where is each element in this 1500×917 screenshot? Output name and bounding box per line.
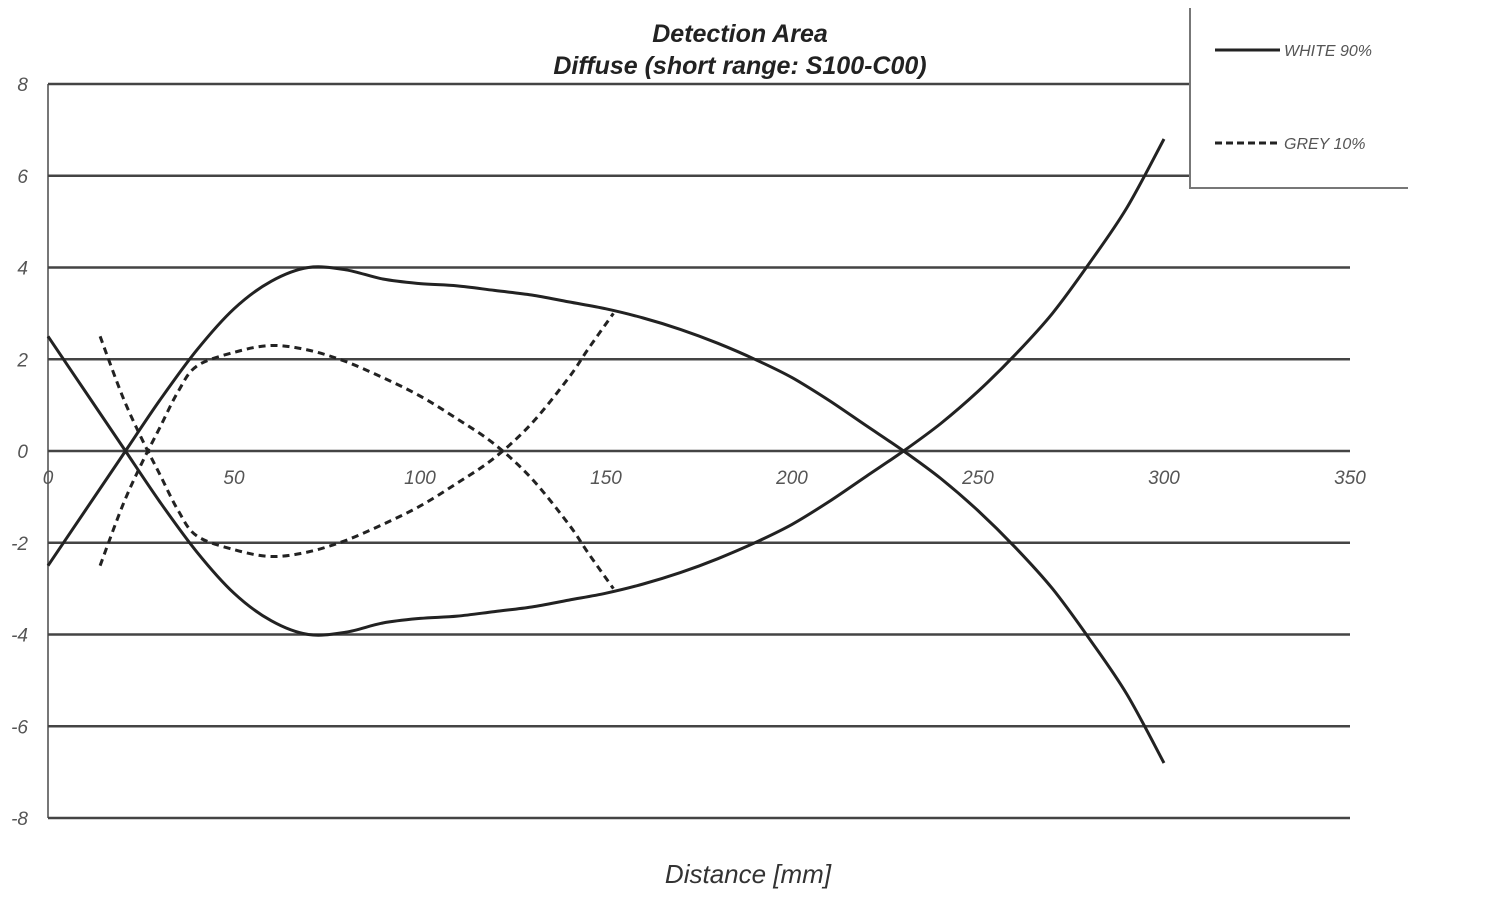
y-tick-labels: 8 6 4 2 0 -2 -4 -6 -8 [11, 75, 28, 830]
x-tick-50: 50 [223, 468, 245, 489]
y-tick-0: 0 [17, 442, 28, 463]
y-tick--6: -6 [11, 717, 28, 738]
chart-title: Detection Area [652, 20, 828, 48]
x-tick-150: 150 [590, 468, 622, 489]
y-tick-2: 2 [16, 350, 28, 371]
y-tick--8: -8 [11, 809, 28, 830]
y-tick-6: 6 [17, 167, 28, 188]
y-tick--4: -4 [11, 626, 28, 647]
x-tick-labels: 0 50 100 150 200 250 300 350 [43, 468, 1367, 489]
series-grey-lower-line [98, 312, 615, 559]
x-tick-350: 350 [1334, 468, 1366, 489]
series-lines [46, 138, 1166, 764]
gridlines [47, 82, 1350, 820]
series-white-upper-line [46, 265, 1166, 764]
y-tick--2: -2 [11, 534, 28, 555]
series-grey-upper-line [98, 343, 615, 590]
y-tick-8: 8 [17, 75, 28, 96]
y-tick-4: 4 [17, 259, 28, 280]
x-tick-300: 300 [1148, 468, 1180, 489]
legend-label-white: WHITE 90% [1284, 43, 1372, 60]
x-tick-100: 100 [404, 468, 436, 489]
legend-label-grey: GREY 10% [1284, 136, 1366, 153]
chart-subtitle: Diffuse (short range: S100-C00) [553, 52, 926, 80]
x-axis-label: Distance [mm] [665, 859, 832, 889]
x-tick-250: 250 [961, 468, 994, 489]
legend-frame [1189, 8, 1408, 189]
legend: WHITE 90% GREY 10% [1189, 8, 1408, 189]
series-white-lower-line [46, 138, 1166, 637]
x-tick-0: 0 [43, 468, 54, 489]
x-tick-200: 200 [775, 468, 808, 489]
